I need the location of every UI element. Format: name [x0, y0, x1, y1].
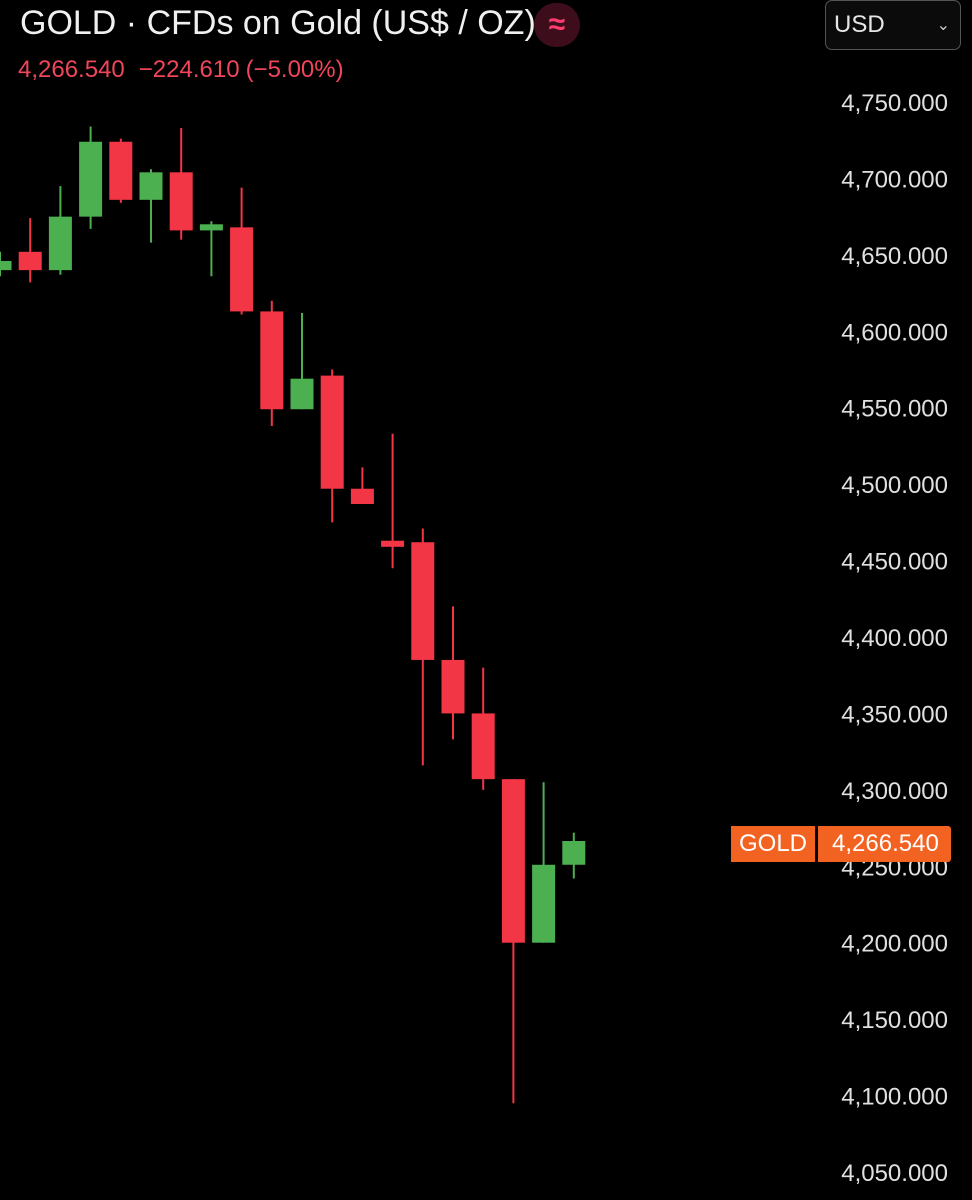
y-tick-label: 4,700.000 [841, 166, 948, 193]
y-tick-label: 4,100.000 [841, 1084, 948, 1111]
candles-layer [0, 126, 586, 1104]
candle-body [199, 224, 223, 231]
y-tick-label: 4,150.000 [841, 1007, 948, 1034]
y-tick-label: 4,600.000 [841, 319, 948, 346]
candle-body [411, 542, 435, 660]
y-tick-label: 4,200.000 [841, 931, 948, 958]
candle-body [501, 779, 525, 943]
badge-glyph: ≈ [548, 8, 566, 41]
candle [562, 832, 586, 879]
candle [532, 782, 556, 943]
candle [260, 300, 284, 427]
candle-body [230, 227, 254, 312]
candle-body [381, 540, 405, 547]
chevron-down-icon: ⌄ [936, 17, 950, 34]
chart-title: GOLD · CFDs on Gold (US$ / OZ) [20, 4, 536, 42]
candle [109, 138, 133, 203]
candle [441, 606, 465, 740]
candle [471, 667, 495, 790]
candle-body [169, 172, 193, 231]
candle-body [320, 375, 344, 489]
currency-select[interactable]: USD ⌄ [825, 0, 961, 50]
y-tick-label: 4,450.000 [841, 549, 948, 576]
y-tick-label: 4,750.000 [841, 90, 948, 117]
candle-body [471, 713, 495, 780]
candle [18, 218, 42, 283]
price-change: −224.610 [138, 56, 240, 83]
price-tag-value: 4,266.540 [818, 826, 951, 862]
price-change-percent: (−5.00%) [245, 56, 344, 83]
candle [199, 221, 223, 277]
candle-body [260, 311, 284, 410]
y-axis: 4,750.000 4,700.000 4,650.000 4,600.000 4,55… [841, 90, 948, 1187]
candle-body [18, 251, 42, 271]
candle [411, 528, 435, 766]
y-tick-label: 4,400.000 [841, 625, 948, 652]
quote-line: 4,266.540 −224.610 (−5.00%) [18, 56, 358, 84]
y-tick-label: 4,500.000 [841, 472, 948, 499]
candle-body [79, 141, 103, 217]
approx-wave-icon[interactable]: ≈ [534, 3, 580, 47]
candle-body [532, 864, 556, 943]
candle [139, 169, 163, 243]
candle [0, 251, 12, 277]
y-tick-label: 4,350.000 [841, 701, 948, 728]
y-tick-label: 4,550.000 [841, 396, 948, 423]
candle [501, 779, 525, 1104]
candle-body [109, 141, 133, 200]
candle-body [290, 378, 314, 410]
candle-body [562, 841, 586, 865]
candle [320, 369, 344, 523]
candle [169, 127, 193, 240]
candle-body [441, 659, 465, 714]
candle [290, 312, 314, 410]
y-tick-label: 4,050.000 [841, 1160, 948, 1187]
last-price-tag: GOLD 4,266.540 [731, 826, 951, 862]
candle-body [0, 260, 12, 271]
last-price: 4,266.540 [18, 56, 125, 83]
currency-value: USD [834, 11, 885, 38]
candle [381, 433, 405, 569]
candle [230, 187, 254, 315]
candle-body [350, 488, 374, 505]
candle-body [139, 172, 163, 200]
candle-body [48, 216, 72, 271]
candle [350, 467, 374, 505]
price-tag-symbol: GOLD [731, 826, 816, 862]
y-tick-label: 4,300.000 [841, 778, 948, 805]
y-tick-label: 4,650.000 [841, 243, 948, 270]
candle [48, 186, 72, 275]
candle [79, 126, 103, 229]
